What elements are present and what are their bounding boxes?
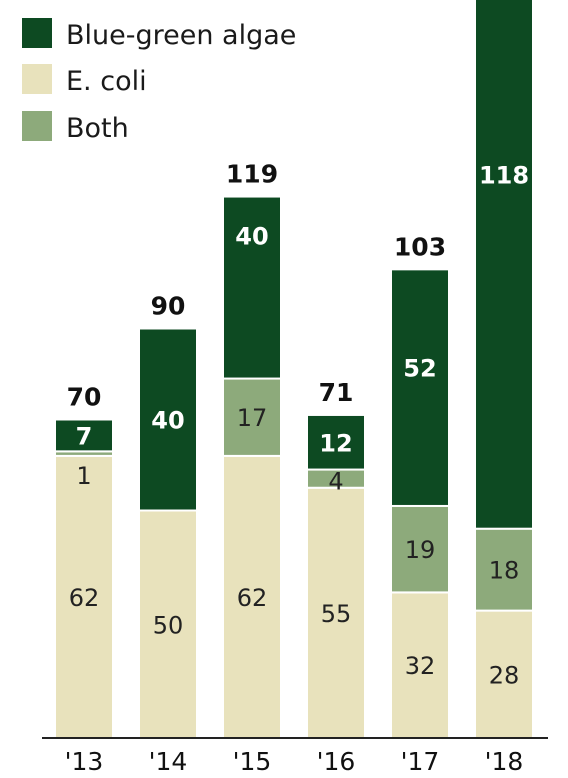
- x-tick-label: '15: [233, 747, 272, 776]
- legend-label-blue-green-algae: Blue-green algae: [66, 20, 296, 51]
- x-axis: '13 '14 '15 '16 '17 '18: [42, 737, 548, 776]
- total-label: 90: [151, 292, 186, 321]
- bar-value-label-both: 19: [405, 536, 436, 564]
- bar-value-label-blue-green-algae: 40: [151, 407, 184, 435]
- x-tick-label: '18: [485, 747, 524, 776]
- bar-value-label-both: 17: [237, 404, 268, 432]
- legend-label-both: Both: [66, 113, 129, 144]
- bar-value-label-e-coli: 62: [69, 584, 100, 612]
- bar-segment-blue-green-algae: [390, 268, 450, 507]
- bar-segment-e-coli: [138, 509, 198, 739]
- x-tick-label: '17: [401, 747, 440, 776]
- bar-value-label-blue-green-algae: 118: [479, 161, 529, 189]
- x-tick-label: '16: [317, 747, 356, 776]
- total-label: 119: [226, 160, 278, 189]
- bar-segment-blue-green-algae: [474, 0, 534, 530]
- bar-segment-blue-green-algae: [54, 418, 114, 453]
- bar-value-label-blue-green-algae: 40: [235, 223, 268, 251]
- legend-swatch-blue-green-algae: [22, 18, 52, 48]
- total-label: 103: [394, 232, 446, 261]
- legend-swatch-e-coli: [22, 64, 52, 94]
- total-label: 71: [319, 378, 354, 407]
- bar-value-label-e-coli: 62: [237, 584, 268, 612]
- bar-segment-blue-green-algae: [306, 413, 366, 471]
- x-tick-label: '13: [65, 747, 104, 776]
- legend: Blue-green algae E. coli Both: [22, 18, 296, 144]
- total-label: 70: [67, 383, 102, 412]
- bar-value-label-blue-green-algae: 12: [319, 429, 352, 457]
- bar-value-label-e-coli: 50: [153, 611, 184, 639]
- bar-segment-blue-green-algae: [222, 195, 282, 380]
- bar-segment-blue-green-algae: [138, 327, 198, 512]
- bar-value-label-both: 18: [489, 557, 520, 585]
- bar-value-label-e-coli: 32: [405, 652, 436, 680]
- bar-value-label-both: 1: [76, 462, 91, 490]
- bar-value-label-e-coli: 28: [489, 661, 520, 689]
- bar-segment-both: [222, 377, 282, 457]
- bar-segment-both: [390, 504, 450, 594]
- bar-value-label-blue-green-algae: 7: [76, 422, 93, 450]
- bar-segment-e-coli: [306, 486, 366, 739]
- bar-segment-e-coli: [390, 591, 450, 740]
- total-label-layer: 709011971103164: [67, 160, 446, 412]
- x-tick-label: '14: [149, 747, 188, 776]
- bar-value-label-blue-green-algae: 52: [403, 355, 436, 383]
- legend-swatch-both: [22, 111, 52, 141]
- bar-segment-both: [474, 527, 534, 612]
- legend-label-e-coli: E. coli: [66, 66, 147, 97]
- bar-segment-e-coli: [54, 454, 114, 739]
- bar-value-label-e-coli: 55: [321, 600, 352, 628]
- bar-value-label-both: 4: [328, 468, 343, 496]
